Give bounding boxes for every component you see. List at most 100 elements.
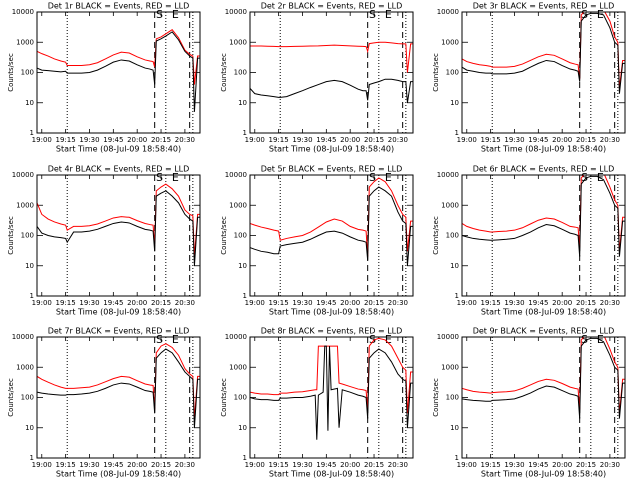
- x-tick-label: 19:30: [292, 461, 312, 469]
- y-tick-label: 10: [25, 99, 34, 107]
- x-tick-label: 19:00: [245, 461, 265, 469]
- y-tick-label: 1000: [229, 38, 247, 46]
- y-tick-label: 100: [446, 394, 459, 402]
- series-line: [462, 12, 625, 94]
- y-tick-label: 10000: [225, 8, 247, 16]
- panel: Det 8r BLACK = Events, RED = LLD Start Ti…: [220, 327, 414, 479]
- plot-lines: [462, 175, 625, 257]
- chart-title: Det 3r BLACK = Events, RED = LLD: [473, 2, 615, 11]
- y-tick-label: 10: [238, 99, 247, 107]
- x-tick-label: 20:30: [600, 299, 620, 307]
- series-line: [250, 345, 413, 440]
- panel: Det 3r BLACK = Events, RED = LLD Start Ti…: [432, 2, 626, 154]
- annotation: S: [581, 171, 588, 184]
- y-tick-label: 100: [234, 394, 247, 402]
- y-tick-label: 100: [446, 69, 459, 77]
- x-tick-label: 20:30: [600, 461, 620, 469]
- x-tick-label: 19:30: [504, 299, 524, 307]
- y-tick-label: 10000: [437, 333, 459, 341]
- plot-lines: [37, 183, 200, 266]
- series-line: [462, 337, 625, 419]
- x-axis-label: Start Time (08-Jul-09 18:58:40): [481, 308, 606, 317]
- x-tick-label: 19:00: [32, 299, 52, 307]
- x-tick-label: 19:45: [103, 299, 123, 307]
- y-tick-label: 1: [243, 129, 247, 137]
- x-axis-label: Start Time (08-Jul-09 18:58:40): [56, 470, 181, 479]
- plot-lines: [250, 337, 413, 440]
- y-tick-label: 10000: [437, 171, 459, 179]
- series-line: [37, 348, 200, 428]
- y-axis-label: Counts/sec: [7, 216, 15, 255]
- x-tick-label: 19:00: [245, 136, 265, 144]
- y-tick-label: 10: [238, 424, 247, 432]
- y-tick-label: 10: [25, 262, 34, 270]
- y-tick-label: 10: [450, 99, 459, 107]
- x-tick-label: 20:00: [127, 136, 147, 144]
- x-tick-label: 19:15: [481, 299, 501, 307]
- plot-lines: [462, 337, 625, 419]
- y-tick-label: 10: [25, 424, 34, 432]
- x-tick-label: 19:15: [269, 461, 289, 469]
- y-tick-label: 1: [30, 129, 34, 137]
- x-tick-label: 19:00: [457, 461, 477, 469]
- y-tick-label: 1000: [229, 201, 247, 209]
- x-tick-label: 19:30: [79, 461, 99, 469]
- x-tick-label: 19:45: [103, 136, 123, 144]
- y-axis-label: Counts/sec: [432, 378, 440, 417]
- x-tick-label: 19:45: [528, 299, 548, 307]
- x-tick-label: 20:30: [175, 461, 195, 469]
- y-tick-label: 10: [450, 262, 459, 270]
- series-line: [250, 186, 413, 266]
- panel: Det 5r BLACK = Events, RED = LLD Start Ti…: [220, 165, 414, 317]
- x-tick-label: 19:45: [316, 461, 336, 469]
- x-tick-label: 19:15: [269, 299, 289, 307]
- y-tick-label: 1: [30, 292, 34, 300]
- x-tick-label: 20:15: [364, 136, 384, 144]
- x-tick-label: 19:30: [79, 136, 99, 144]
- annotation: E: [385, 8, 392, 21]
- y-tick-label: 1000: [441, 38, 459, 46]
- panel: Det 1r BLACK = Events, RED = LLD Start Ti…: [7, 2, 201, 154]
- annotation: S: [369, 8, 376, 21]
- y-tick-label: 1000: [441, 363, 459, 371]
- chart-title: Det 4r BLACK = Events, RED = LLD: [48, 165, 190, 174]
- series-line: [250, 177, 413, 257]
- y-tick-label: 10000: [225, 333, 247, 341]
- plot-frame: [36, 11, 201, 134]
- y-tick-label: 1: [243, 292, 247, 300]
- x-tick-label: 19:00: [32, 461, 52, 469]
- x-tick-label: 20:00: [127, 461, 147, 469]
- series-line: [462, 12, 625, 89]
- y-axis-label: Counts/sec: [220, 378, 228, 417]
- annotation: S: [369, 171, 376, 184]
- y-tick-label: 10000: [12, 8, 34, 16]
- x-tick-label: 19:30: [504, 461, 524, 469]
- panel: Det 9r BLACK = Events, RED = LLD Start Ti…: [432, 327, 626, 479]
- x-tick-label: 20:00: [552, 461, 572, 469]
- y-tick-label: 100: [234, 232, 247, 240]
- x-tick-label: 19:00: [245, 299, 265, 307]
- plot-lines: [462, 12, 625, 94]
- panel: Det 6r BLACK = Events, RED = LLD Start Ti…: [432, 165, 626, 317]
- plot-lines: [250, 41, 413, 103]
- x-tick-label: 20:00: [127, 299, 147, 307]
- x-axis-label: Start Time (08-Jul-09 18:58:40): [481, 145, 606, 154]
- y-tick-label: 1000: [16, 363, 34, 371]
- plot-frame: [461, 11, 626, 134]
- y-tick-label: 1: [243, 454, 247, 462]
- x-tick-label: 20:15: [576, 461, 596, 469]
- chart-title: Det 1r BLACK = Events, RED = LLD: [48, 2, 190, 11]
- y-tick-label: 10000: [225, 171, 247, 179]
- annotation: E: [385, 333, 392, 346]
- series-line: [37, 31, 200, 112]
- plot-frame: [249, 11, 414, 134]
- x-tick-label: 19:15: [56, 299, 76, 307]
- x-tick-label: 19:00: [32, 136, 52, 144]
- panel: Det 4r BLACK = Events, RED = LLD Start Ti…: [7, 165, 201, 317]
- x-tick-label: 20:15: [151, 136, 171, 144]
- x-tick-label: 19:45: [316, 136, 336, 144]
- x-tick-label: 19:15: [269, 136, 289, 144]
- y-tick-label: 1000: [441, 201, 459, 209]
